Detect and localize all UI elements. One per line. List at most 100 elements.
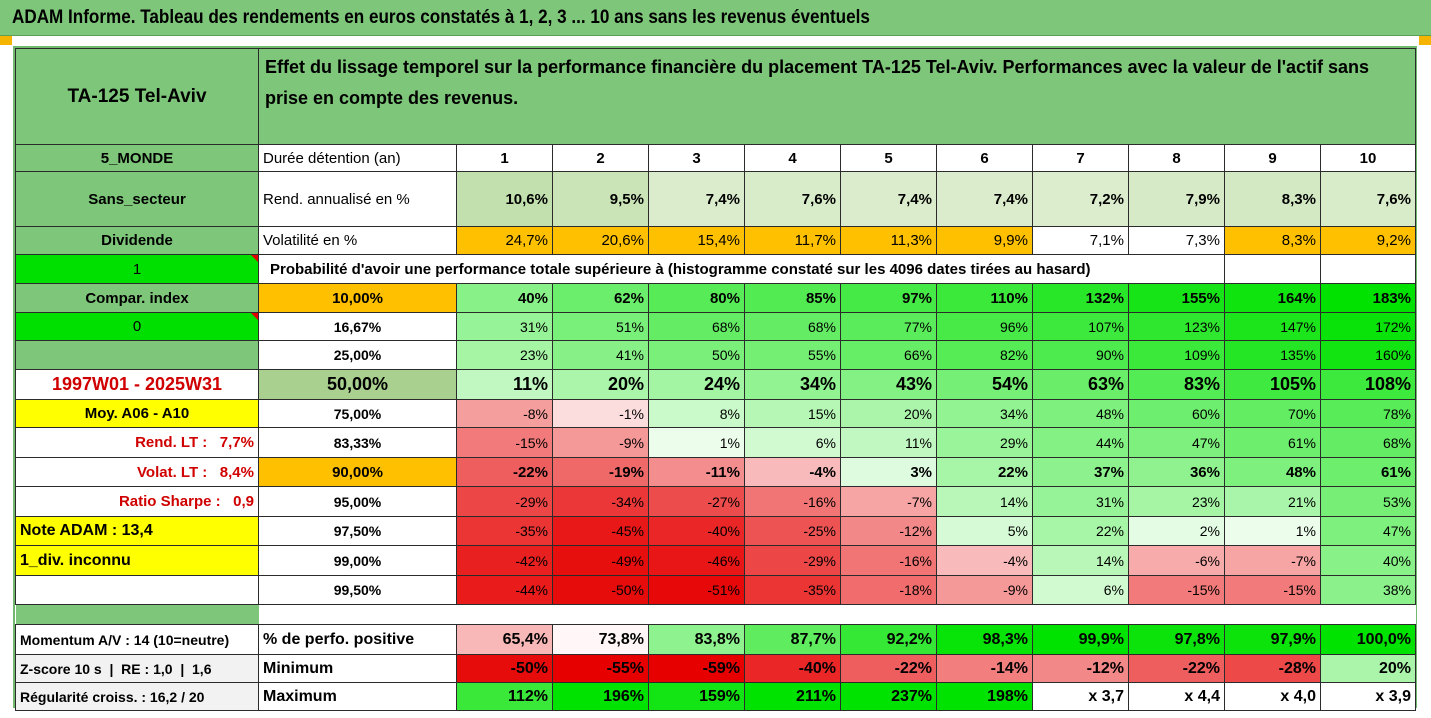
pos-cell: 97,8% (1128, 624, 1225, 655)
min-cell: -22% (840, 654, 937, 683)
min-cell: -14% (936, 654, 1033, 683)
year-header: 10 (1320, 144, 1416, 172)
quantile-cell: 37% (1032, 457, 1129, 487)
quantile-cell: 14% (936, 486, 1033, 517)
quantile-cell: -40% (648, 516, 745, 546)
quantile-cell: 38% (1320, 575, 1416, 605)
quantile-cell: -22% (456, 457, 553, 487)
max-cell: 211% (744, 682, 841, 711)
quantile-cell: 85% (744, 283, 841, 313)
quantile-cell: -50% (552, 575, 649, 605)
vol-cell: 7,3% (1128, 226, 1225, 255)
quantile-cell: -27% (648, 486, 745, 517)
quantile-cell: 172% (1320, 312, 1416, 341)
rend-cell: 10,6% (456, 171, 553, 227)
duration-label: Durée détention (an) (258, 144, 457, 172)
quantile-cell: 55% (744, 340, 841, 370)
empty-cell (1320, 254, 1416, 284)
quantile-cell: 61% (1320, 457, 1416, 487)
year-header: 5 (840, 144, 937, 172)
quantile-cell: 5% (936, 516, 1033, 546)
vol-cell: 9,9% (936, 226, 1033, 255)
quantile-cell: 107% (1032, 312, 1129, 341)
quantile-cell: -4% (744, 457, 841, 487)
max-cell: 198% (936, 682, 1033, 711)
vol-cell: 15,4% (648, 226, 745, 255)
quantile-cell: -51% (648, 575, 745, 605)
quantile-cell: 51% (552, 312, 649, 341)
min-cell: -59% (648, 654, 745, 683)
quantile-cell: 23% (456, 340, 553, 370)
quantile-cell: -12% (840, 516, 937, 546)
page-title: ADAM Informe. Tableau des rendements en … (12, 7, 870, 28)
quantile-cell: 62% (552, 283, 649, 313)
corner-marker-right (1419, 36, 1431, 45)
quantile-cell: 41% (552, 340, 649, 370)
year-header: 8 (1128, 144, 1225, 172)
year-header: 1 (456, 144, 553, 172)
pos-cell: 65,4% (456, 624, 553, 655)
spacer-cell (258, 604, 1416, 625)
moy-label: Moy. A06 - A10 (15, 399, 259, 428)
rend-lt-label: Rend. LT : 7,7% (15, 427, 259, 458)
quantile-label: 50,00% (258, 369, 457, 400)
rend-cell: 7,2% (1032, 171, 1129, 227)
quantile-cell: 21% (1224, 486, 1321, 517)
year-header: 6 (936, 144, 1033, 172)
quantile-cell: -18% (840, 575, 937, 605)
rend-label: Rend. annualisé en % (258, 171, 457, 227)
quantile-cell: 1% (648, 427, 745, 458)
max-cell: x 3,7 (1032, 682, 1129, 711)
quantile-cell: 132% (1032, 283, 1129, 313)
dividend-label: Dividende (15, 226, 259, 255)
min-cell: -40% (744, 654, 841, 683)
quantile-cell: -49% (552, 545, 649, 576)
quantile-cell: -1% (552, 399, 649, 428)
pos-cell: 73,8% (552, 624, 649, 655)
quantile-label: 10,00% (258, 283, 457, 313)
rend-cell: 8,3% (1224, 171, 1321, 227)
quantile-cell: 77% (840, 312, 937, 341)
min-label: Minimum (258, 654, 457, 683)
max-cell: 112% (456, 682, 553, 711)
empty-side-cell (15, 575, 259, 605)
max-cell: x 4,0 (1224, 682, 1321, 711)
quantile-label: 83,33% (258, 427, 457, 458)
div-info-label: 1_div. inconnu (15, 545, 259, 576)
corner-marker-left (0, 36, 12, 45)
compar-value: 0 (15, 312, 259, 341)
rend-cell: 7,4% (936, 171, 1033, 227)
quantile-cell: 3% (840, 457, 937, 487)
empty-cell (1224, 254, 1321, 284)
quantile-cell: 54% (936, 369, 1033, 400)
year-header: 9 (1224, 144, 1321, 172)
quantile-cell: 68% (648, 312, 745, 341)
quantile-cell: 90% (1032, 340, 1129, 370)
vol-cell: 9,2% (1320, 226, 1416, 255)
quantile-cell: -7% (1224, 545, 1321, 576)
quantile-cell: 34% (936, 399, 1033, 428)
quantile-cell: -15% (456, 427, 553, 458)
empty-side-cell (15, 340, 259, 370)
quantile-label: 95,00% (258, 486, 457, 517)
pos-cell: 98,3% (936, 624, 1033, 655)
quantile-cell: 48% (1224, 457, 1321, 487)
quantile-cell: 47% (1128, 427, 1225, 458)
quantile-label: 25,00% (258, 340, 457, 370)
quantile-cell: -45% (552, 516, 649, 546)
quantile-cell: 123% (1128, 312, 1225, 341)
min-cell: 20% (1320, 654, 1416, 683)
note-label: Note ADAM : 13,4 (15, 516, 259, 546)
quantile-cell: 2% (1128, 516, 1225, 546)
vol-cell: 8,3% (1224, 226, 1321, 255)
quantile-cell: 60% (1128, 399, 1225, 428)
quantile-cell: -34% (552, 486, 649, 517)
quantile-cell: -15% (1224, 575, 1321, 605)
pos-cell: 83,8% (648, 624, 745, 655)
quantile-cell: -35% (456, 516, 553, 546)
max-cell: 196% (552, 682, 649, 711)
quantile-cell: 61% (1224, 427, 1321, 458)
quantile-cell: 70% (1224, 399, 1321, 428)
quantile-cell: 155% (1128, 283, 1225, 313)
quantile-cell: -6% (1128, 545, 1225, 576)
